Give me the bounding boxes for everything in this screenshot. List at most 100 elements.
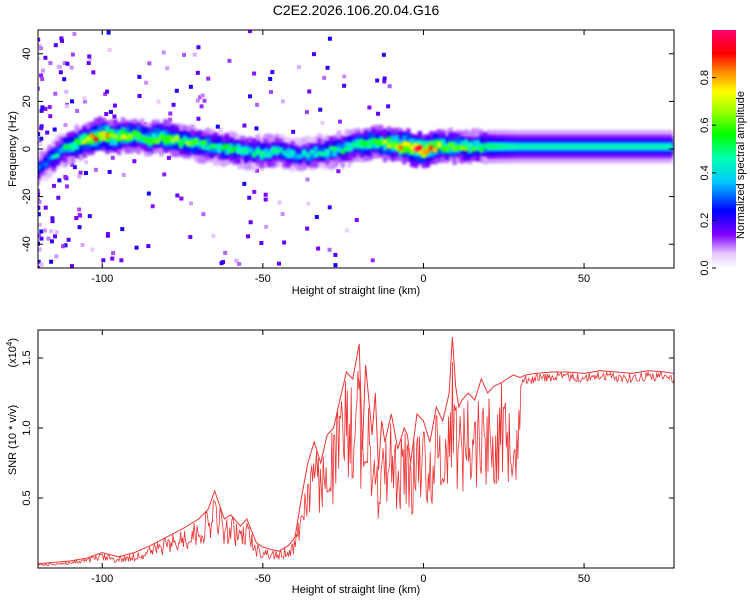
noise-cell xyxy=(70,99,75,104)
ridge-cell xyxy=(286,147,292,158)
ridge-cell xyxy=(475,145,480,151)
noise-cell xyxy=(237,262,242,267)
ridge-cell xyxy=(517,144,523,149)
noise-cell xyxy=(38,212,41,217)
noise-cell xyxy=(82,99,87,104)
noise-cell xyxy=(64,184,69,189)
noise-cell xyxy=(112,114,117,119)
colorbar-tick-label: 0.0 xyxy=(699,260,711,275)
noise-cell xyxy=(38,192,41,197)
noise-cell xyxy=(63,243,68,248)
noise-cell xyxy=(215,124,220,129)
ridge-cell xyxy=(379,140,384,146)
noise-cell xyxy=(242,123,247,128)
ridge-cell xyxy=(124,134,130,140)
y-tick-label: 20 xyxy=(21,95,33,107)
ridge-layer xyxy=(38,130,673,170)
noise-cell xyxy=(63,123,68,128)
noise-cell xyxy=(137,93,142,98)
noise-cell xyxy=(342,74,347,79)
ridge-cell xyxy=(448,142,453,152)
noise-cell xyxy=(70,162,75,167)
spectrogram-marks xyxy=(38,30,673,268)
noise-cell xyxy=(202,98,207,103)
noise-cell xyxy=(280,212,285,217)
noise-cell xyxy=(53,234,58,239)
noise-cell xyxy=(320,120,325,125)
ridge-cell xyxy=(328,145,334,151)
ridge-cell xyxy=(402,143,407,154)
ridge-cell xyxy=(637,144,642,149)
ridge-cell xyxy=(363,141,369,147)
noise-cell xyxy=(270,70,275,75)
ridge-cell xyxy=(182,138,187,144)
snr-multiplier: (x104) xyxy=(5,338,19,368)
ridge-cell xyxy=(525,144,531,149)
noise-cell xyxy=(248,220,253,225)
ridge-cell xyxy=(163,137,168,143)
noise-cell xyxy=(195,70,200,75)
noise-cell xyxy=(247,195,252,200)
ridge-cell xyxy=(355,142,361,148)
noise-cell xyxy=(171,102,176,107)
ridge-cell xyxy=(452,146,457,151)
noise-cell xyxy=(306,201,311,206)
ridge-cell xyxy=(332,146,338,152)
ridge-cell xyxy=(301,150,307,156)
ridge-cell xyxy=(282,150,288,156)
ridge-cell xyxy=(116,130,122,140)
ridge-cell xyxy=(486,144,492,149)
ridge-cell xyxy=(579,144,584,149)
ridge-cell xyxy=(151,132,157,143)
noise-cell xyxy=(246,234,251,239)
ridge-cell xyxy=(587,144,592,149)
ridge-cell xyxy=(602,144,608,149)
noise-cell xyxy=(39,236,44,241)
noise-cell xyxy=(58,70,63,75)
noise-cell xyxy=(121,172,126,177)
ridge-cell xyxy=(413,146,419,152)
snr-noise-line xyxy=(38,362,674,567)
noise-cell xyxy=(72,165,77,170)
noise-cell xyxy=(291,129,296,134)
ridge-cell xyxy=(228,148,234,153)
ridge-cell xyxy=(286,153,292,159)
noise-cell xyxy=(111,251,116,256)
ridge-cell xyxy=(43,161,49,167)
noise-cell xyxy=(54,229,59,234)
ridge-cell xyxy=(606,144,611,149)
ridge-cell xyxy=(402,141,407,146)
ridge-cell xyxy=(47,155,53,161)
ridge-cell xyxy=(417,145,423,151)
noise-cell xyxy=(337,119,342,124)
ridge-cell xyxy=(660,144,665,149)
ridge-cell xyxy=(136,133,141,138)
noise-cell xyxy=(318,107,323,112)
ridge-cell xyxy=(170,137,176,143)
noise-cell xyxy=(119,258,124,263)
ridge-cell xyxy=(513,144,519,149)
ridge-cell xyxy=(224,143,230,149)
ridge-cell xyxy=(552,144,558,149)
ridge-cell xyxy=(433,140,438,151)
noise-cell xyxy=(40,68,45,73)
ridge-cell xyxy=(205,138,211,149)
ridge-cell xyxy=(321,151,326,157)
ridge-cell xyxy=(232,146,238,152)
noise-cell xyxy=(43,106,48,111)
noise-cell xyxy=(77,213,82,218)
ridge-cell xyxy=(444,146,450,152)
noise-cell xyxy=(305,177,310,182)
ridge-cell xyxy=(244,148,249,154)
ridge-cell xyxy=(433,147,438,153)
noise-cell xyxy=(327,247,332,252)
ridge-cell xyxy=(498,144,504,149)
noise-cell xyxy=(77,207,82,212)
ridge-cell xyxy=(479,146,484,152)
ridge-cell xyxy=(440,146,446,152)
ridge-cell xyxy=(556,144,561,149)
ridge-cell xyxy=(340,149,346,154)
ridge-cell xyxy=(151,138,157,144)
noise-cell xyxy=(46,236,51,241)
